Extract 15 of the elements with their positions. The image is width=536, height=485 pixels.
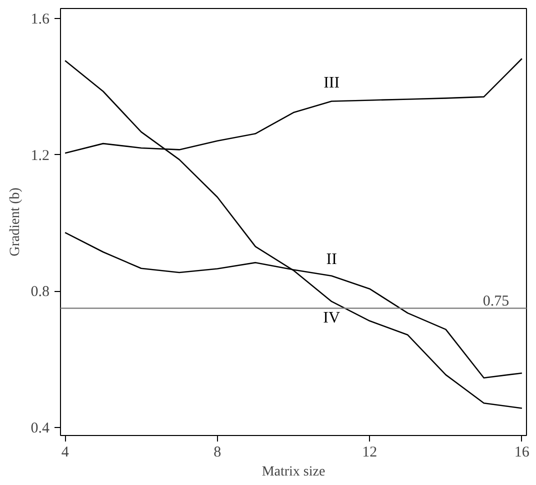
series-label: II [326, 250, 337, 268]
series-label: III [324, 74, 340, 92]
x-tick-label: 16 [514, 444, 530, 460]
x-tick-label: 12 [362, 444, 378, 460]
y-tick-label: 1.6 [30, 11, 50, 28]
x-tick-label: 8 [214, 444, 222, 460]
y-axis-title: Gradient (b) [8, 187, 23, 256]
series-label: IV [323, 309, 340, 326]
y-tick-label: 1.2 [30, 148, 50, 164]
y-tick-label: 0.4 [30, 420, 50, 437]
x-axis-title: Matrix size [262, 464, 326, 480]
x-tick-label: 4 [61, 444, 70, 460]
y-tick-label: 0.8 [30, 284, 50, 300]
ref-line-label: 0.75 [482, 293, 510, 310]
line-series [64, 60, 523, 409]
